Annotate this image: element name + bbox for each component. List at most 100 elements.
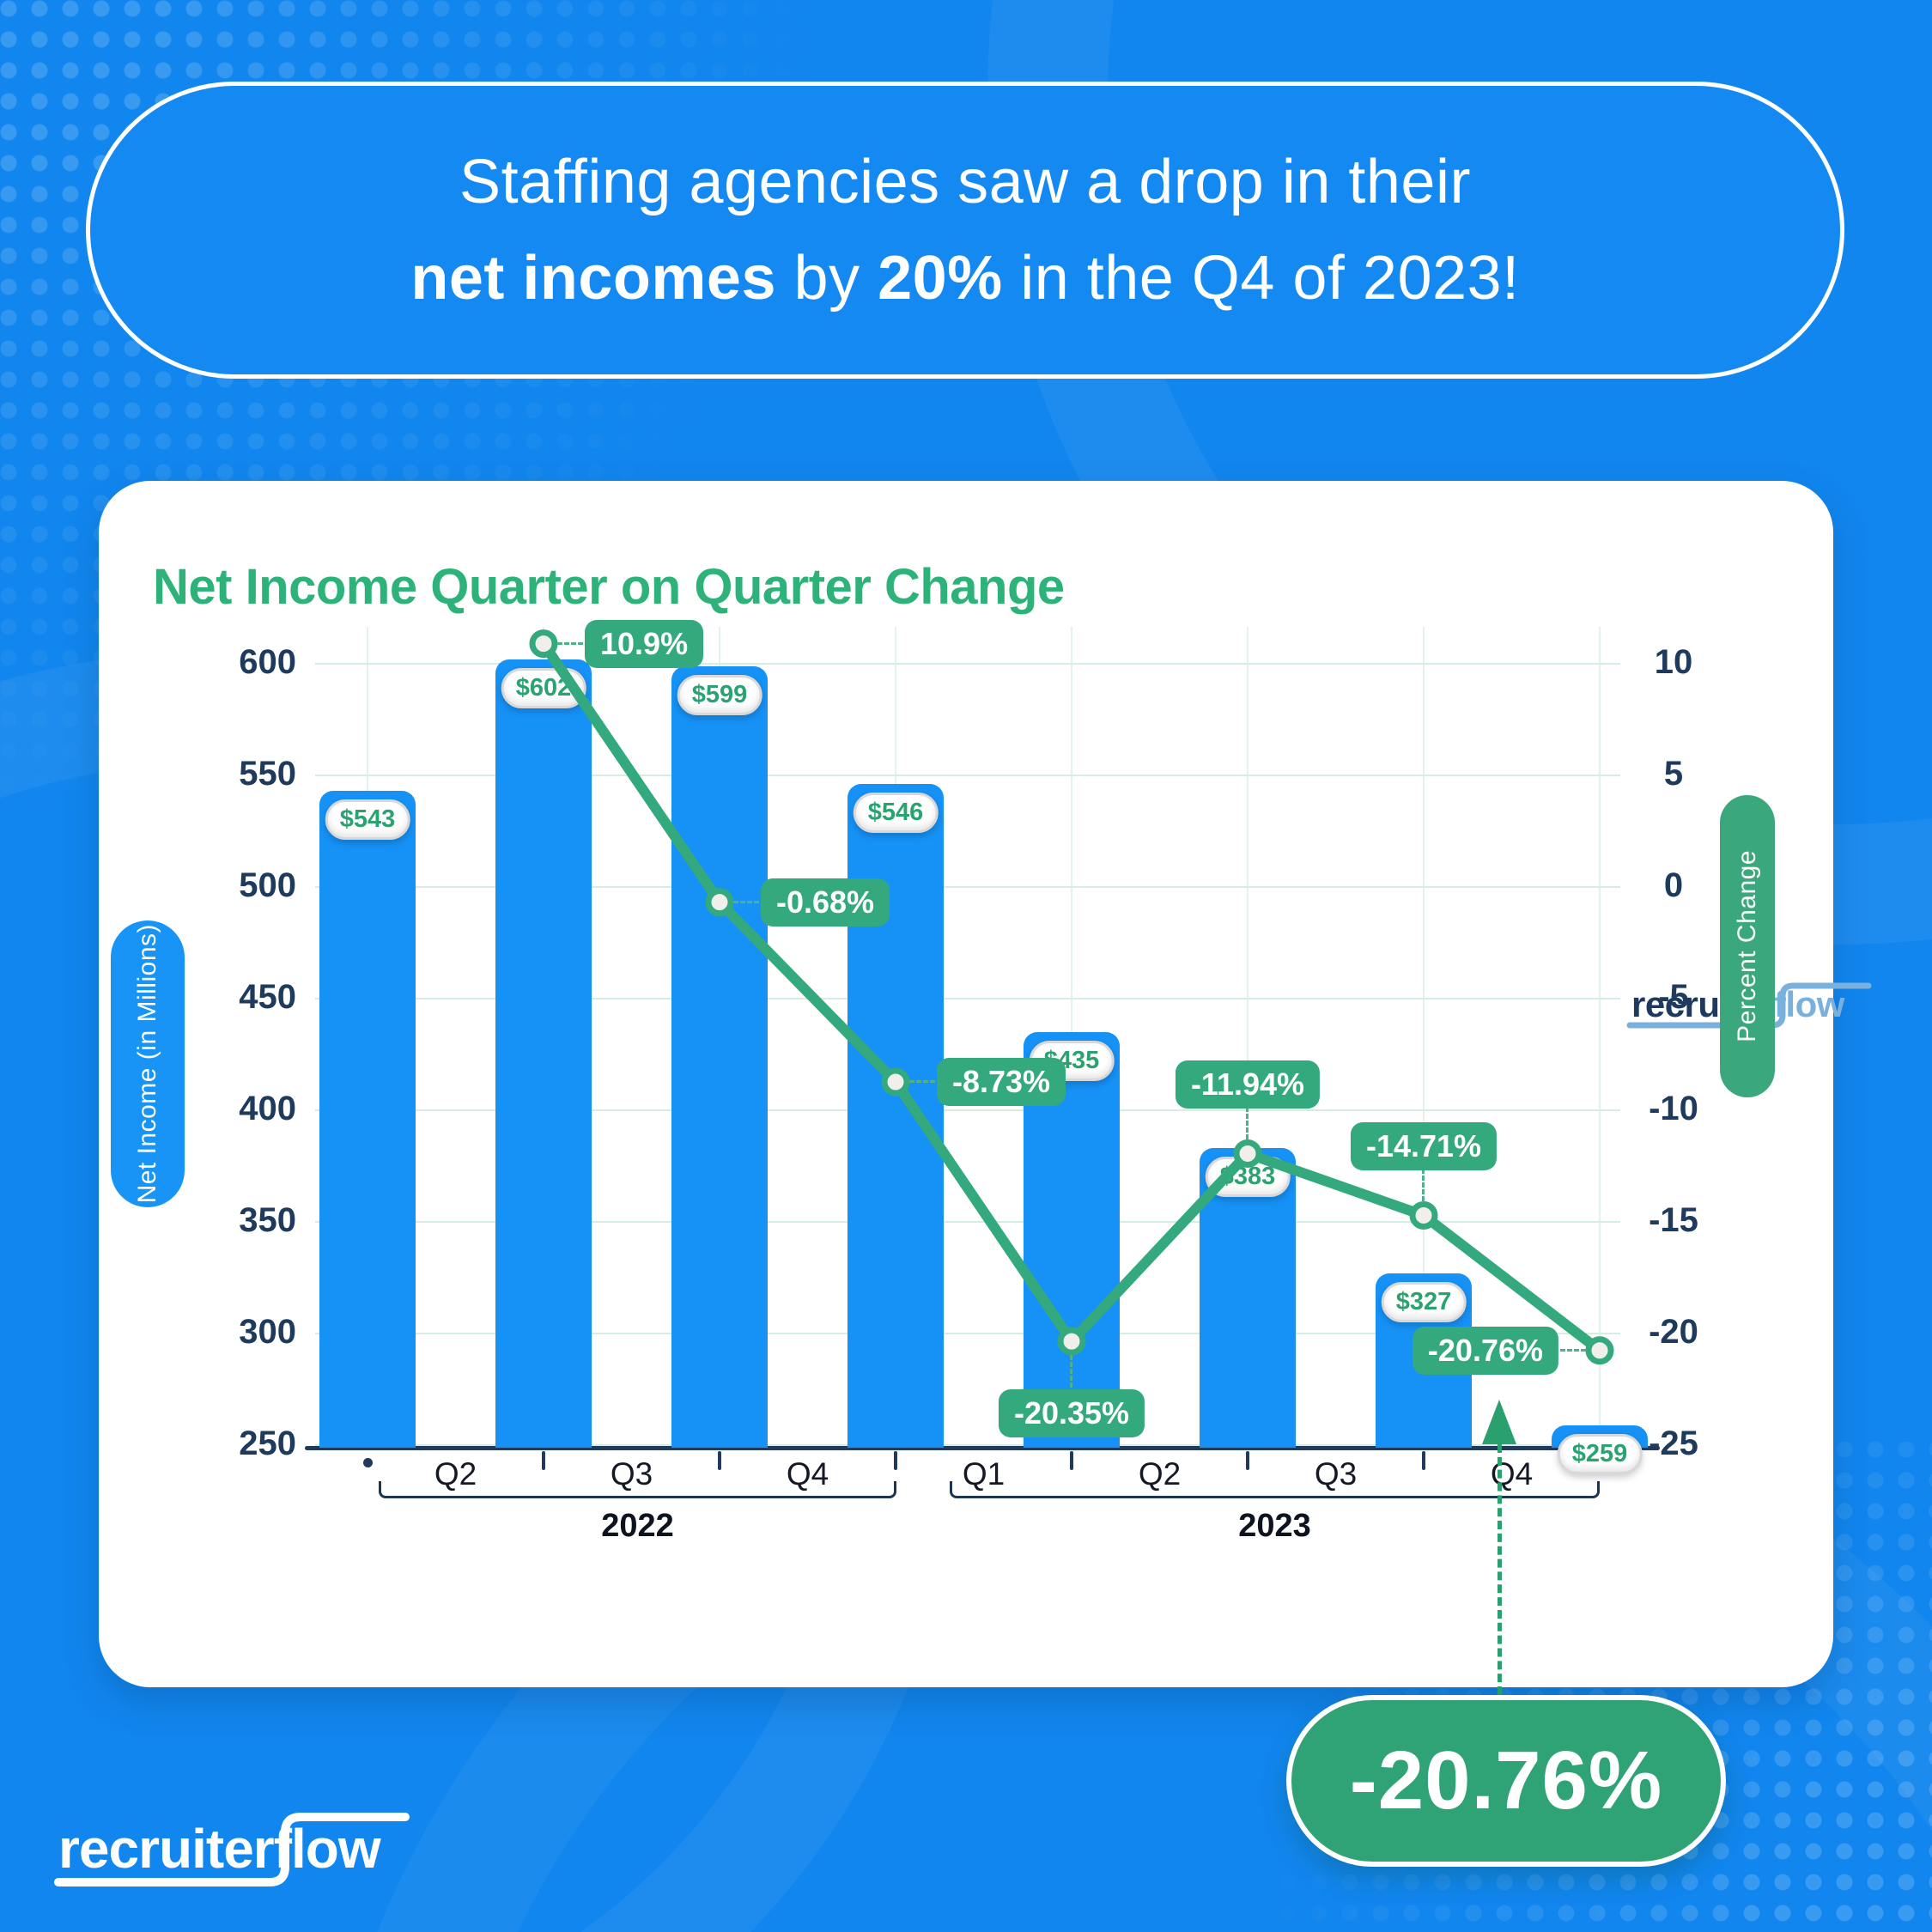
tick-label-right: 5 <box>1663 755 1684 793</box>
grid-line-vertical <box>1599 627 1601 1449</box>
x-axis-tick <box>1246 1451 1249 1470</box>
tick-label-left: 500 <box>239 866 296 904</box>
headline-banner: Staffing agencies saw a drop in their ne… <box>86 82 1844 379</box>
tick-label-left: 600 <box>239 643 296 681</box>
bar: $543 <box>319 791 416 1448</box>
year-bracket <box>950 1481 1600 1498</box>
label-connector <box>1070 1355 1072 1388</box>
grid-line-horizontal <box>315 663 1620 665</box>
line-marker <box>881 1067 910 1097</box>
headline-tail-text: in the Q4 of 2023! <box>1002 244 1520 313</box>
logo-swoosh-icon <box>1626 982 1872 1029</box>
label-connector <box>1246 1107 1249 1140</box>
bar: $599 <box>671 665 768 1448</box>
recruiterflow-logo-footer: recruiterflow <box>48 1807 417 1893</box>
tick-label-left: 450 <box>239 978 296 1016</box>
pct-label-pill: -20.76% <box>1412 1326 1558 1375</box>
tick-label-right: -25 <box>1649 1425 1698 1462</box>
logo-text-flow: flow <box>273 1818 381 1880</box>
tick-label-left: 250 <box>239 1425 296 1462</box>
chart-title: Net Income Quarter on Quarter Change <box>153 559 1065 615</box>
line-marker <box>705 888 734 917</box>
x-axis-line <box>305 1446 1660 1450</box>
grid-line-horizontal <box>315 775 1620 776</box>
x-axis-quarter-label: Q4 <box>786 1456 829 1492</box>
trend-line <box>538 638 1605 1356</box>
grid-line-horizontal <box>315 1221 1620 1223</box>
bar-value-pill: $327 <box>1381 1281 1467 1322</box>
line-marker <box>1057 1327 1086 1356</box>
bar-value-pill: $259 <box>1557 1433 1643 1474</box>
pct-label-pill: 10.9% <box>585 619 704 668</box>
axis-start-dot <box>363 1458 373 1467</box>
x-axis-tick <box>542 1451 545 1470</box>
year-bracket <box>379 1481 896 1498</box>
bar-value-pill: $543 <box>325 799 410 841</box>
bar: $259 <box>1552 1425 1648 1474</box>
tick-label-right: -5 <box>1658 978 1689 1016</box>
logo-text: recruiterflow <box>58 1817 381 1880</box>
x-axis-tick <box>1422 1451 1425 1470</box>
headline-bold-net-incomes: net incomes <box>410 244 777 313</box>
tick-label-left: 400 <box>239 1090 296 1127</box>
x-axis-quarter-label: Q1 <box>962 1456 1005 1492</box>
x-axis-quarter-label: Q3 <box>1314 1456 1358 1492</box>
tick-label-right: -10 <box>1649 1090 1698 1127</box>
bar-value-pill: $546 <box>853 793 939 834</box>
tick-label-right: -20 <box>1649 1313 1698 1351</box>
line-marker <box>529 629 558 659</box>
grid-line-horizontal <box>315 998 1620 999</box>
left-axis-label-pill: Net Income (in Millions) <box>111 920 185 1207</box>
pct-label-pill: -14.71% <box>1350 1122 1498 1171</box>
tick-label-left: 350 <box>239 1201 296 1239</box>
pct-label-pill: -20.35% <box>998 1389 1145 1438</box>
headline-line2: net incomes by 20% in the Q4 of 2023! <box>410 243 1519 313</box>
tick-label-right: 10 <box>1654 643 1693 681</box>
logo-text-flow: flow <box>1773 984 1844 1024</box>
label-connector <box>733 900 759 903</box>
recruiterflow-logo-card: recruiterflow <box>1625 981 1875 1036</box>
grid-line-horizontal <box>315 1333 1620 1334</box>
highlight-dashed-line <box>1498 1444 1502 1695</box>
year-label: 2023 <box>1238 1508 1311 1544</box>
tick-label-left: 300 <box>239 1313 296 1351</box>
pct-label-pill: -0.68% <box>761 878 890 927</box>
grid-line-horizontal <box>315 886 1620 888</box>
line-marker <box>1233 1139 1262 1168</box>
label-connector <box>909 1079 935 1083</box>
grid-line-vertical <box>1247 627 1249 1449</box>
grid-line-horizontal <box>315 1444 1620 1446</box>
chart-card: recruiterflow Net Income Quarter on Quar… <box>99 481 1872 1687</box>
x-axis-tick <box>894 1451 897 1470</box>
logo-swoosh-icon <box>54 1813 410 1886</box>
year-label: 2022 <box>601 1508 674 1544</box>
x-axis-tick <box>1070 1451 1073 1470</box>
line-marker <box>1585 1336 1614 1365</box>
tick-label-right: -15 <box>1649 1201 1698 1239</box>
logo-text-recruiter: recruiter <box>58 1818 275 1880</box>
x-axis-quarter-label: Q2 <box>1138 1456 1182 1492</box>
x-axis-quarter-label: Q2 <box>434 1456 477 1492</box>
pct-label-pill: -11.94% <box>1175 1060 1321 1109</box>
label-connector <box>557 641 583 645</box>
grid-line-horizontal <box>315 1109 1620 1111</box>
plot-area: 600 550 500 450 400 350 300 250 10 5 0 -5 -10 -15 -20 -… <box>99 481 1833 1687</box>
x-axis-quarter-label: Q3 <box>610 1456 653 1492</box>
tick-label-left: 550 <box>239 755 296 793</box>
bar-value-pill: $599 <box>677 674 762 715</box>
label-connector <box>1560 1348 1586 1352</box>
label-connector <box>1422 1169 1425 1202</box>
headline-line1: Staffing agencies saw a drop in their <box>459 148 1471 216</box>
right-axis-label-pill: Percent Change <box>1720 795 1775 1097</box>
line-marker <box>1409 1200 1438 1230</box>
trend-line-layer <box>529 629 1614 1365</box>
highlight-value: -20.76% <box>1349 1735 1663 1826</box>
tick-label-right: 0 <box>1663 866 1684 904</box>
up-arrow-icon <box>1482 1400 1516 1444</box>
pct-label-pill: -8.73% <box>937 1057 1066 1106</box>
headline-mid-text: by <box>776 244 878 313</box>
grid-line-vertical <box>1423 627 1425 1449</box>
headline-bold-20pct: 20% <box>878 244 1003 313</box>
bar: $383 <box>1200 1148 1296 1448</box>
